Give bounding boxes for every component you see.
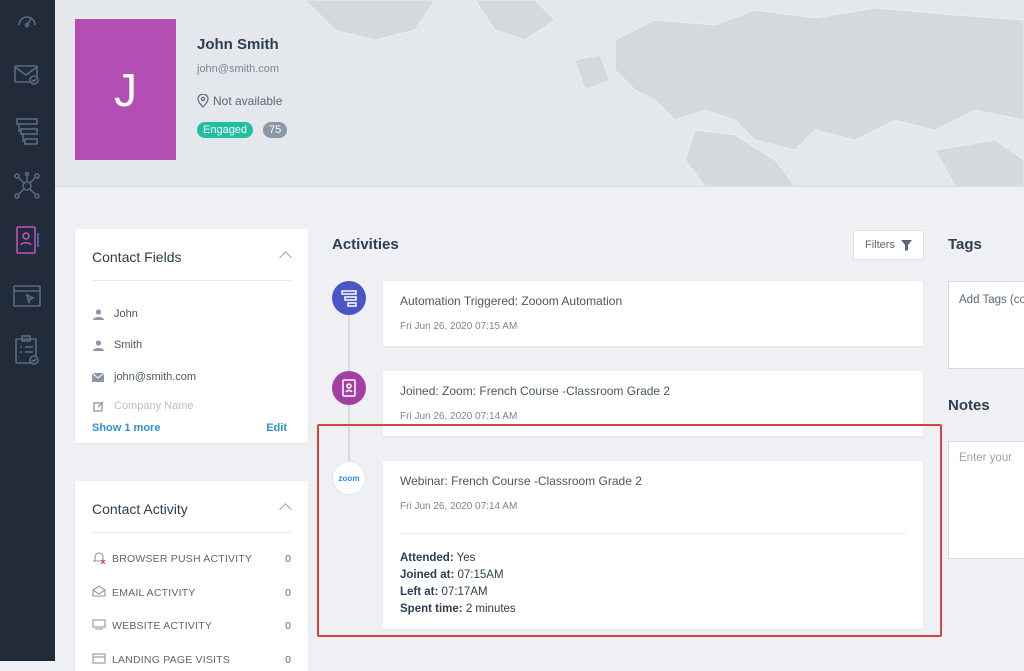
- contact-fields-title: Contact Fields: [92, 249, 182, 265]
- network-icon[interactable]: [12, 171, 42, 201]
- activities-title: Activities: [332, 236, 399, 253]
- browser-icon: [92, 619, 106, 633]
- contact-location: Not available: [197, 94, 282, 108]
- left-line: Left at: 07:17AM: [400, 586, 488, 598]
- dashboard-icon[interactable]: [12, 5, 42, 35]
- edit-icon: [92, 400, 104, 412]
- first-name-field[interactable]: John: [92, 308, 138, 320]
- envelope-icon: [92, 371, 104, 383]
- email-field[interactable]: john@smith.com: [92, 371, 196, 383]
- funnel-icon: [900, 239, 912, 251]
- contact-fields-card: Contact Fields John Smith john@smith.com…: [75, 229, 308, 443]
- automation-dot-icon: [332, 281, 366, 315]
- activity-count: 0: [285, 620, 291, 632]
- show-more-link[interactable]: Show 1 more: [92, 422, 161, 434]
- divider: [400, 533, 906, 534]
- contact-name: John Smith: [197, 36, 279, 53]
- email-activity-row[interactable]: EMAIL ACTIVITY 0: [92, 585, 291, 600]
- email-icon[interactable]: [12, 60, 42, 90]
- last-name-value: Smith: [114, 339, 143, 351]
- attended-line: Attended: Yes: [400, 552, 476, 564]
- activity-title: Joined: Zoom: French Course -Classroom G…: [400, 384, 671, 398]
- score-badge: 75: [263, 122, 288, 138]
- website-activity-row[interactable]: WEBSITE ACTIVITY 0: [92, 619, 291, 633]
- person-icon: [92, 308, 104, 320]
- email-open-icon: [92, 585, 106, 600]
- activity-label: LANDING PAGE VISITS: [112, 654, 230, 666]
- contact-email: john@smith.com: [197, 63, 280, 75]
- landing-page-visits-row[interactable]: LANDING PAGE VISITS 0: [92, 653, 291, 667]
- notes-title: Notes: [948, 397, 990, 414]
- landing-page-icon[interactable]: [12, 281, 42, 311]
- zoom-logo-text: zoom: [338, 473, 360, 483]
- location-pin-icon: [197, 94, 209, 108]
- first-name-value: John: [114, 308, 138, 320]
- company-placeholder: Company Name: [114, 400, 194, 412]
- status-badge: Engaged: [197, 122, 254, 138]
- activity-count: 0: [285, 586, 291, 599]
- profile-header: J John Smith john@smith.com Not availabl…: [55, 0, 1024, 187]
- contact-book-dot-icon: [332, 371, 366, 405]
- activity-label: WEBSITE ACTIVITY: [112, 620, 213, 632]
- filters-button[interactable]: Filters: [853, 230, 924, 260]
- forms-icon[interactable]: [12, 335, 42, 365]
- collapse-chevron-icon[interactable]: [279, 503, 292, 516]
- activity-title: Webinar: French Course -Classroom Grade …: [400, 474, 642, 488]
- activity-count: 0: [285, 654, 291, 666]
- notes-placeholder: Enter your: [959, 452, 1013, 464]
- filters-label: Filters: [865, 239, 895, 251]
- webinar-activity-card[interactable]: Webinar: French Course -Classroom Grade …: [383, 461, 923, 629]
- collapse-chevron-icon[interactable]: [279, 251, 292, 264]
- joined-line: Joined at: 07:15AM: [400, 569, 504, 581]
- world-map-background: [304, 0, 1024, 186]
- highlight-box: [317, 424, 942, 637]
- activity-card[interactable]: Automation Triggered: Zooom Automation F…: [383, 281, 923, 346]
- tags-placeholder: Add Tags (co: [959, 294, 1024, 306]
- divider: [92, 280, 291, 281]
- activity-count: 0: [285, 553, 291, 565]
- sidebar: [0, 0, 55, 661]
- tags-input[interactable]: Add Tags (co: [948, 281, 1024, 369]
- zoom-logo-icon: zoom: [332, 461, 366, 495]
- page-icon: [92, 653, 106, 667]
- notes-input[interactable]: Enter your: [948, 441, 1024, 559]
- edit-link[interactable]: Edit: [266, 422, 287, 434]
- contact-activity-title: Contact Activity: [92, 501, 188, 517]
- last-name-field[interactable]: Smith: [92, 339, 142, 351]
- activity-label: BROWSER PUSH ACTIVITY: [112, 553, 253, 565]
- contacts-icon[interactable]: [12, 225, 42, 255]
- activity-date: Fri Jun 26, 2020 07:14 AM: [400, 501, 518, 512]
- browser-push-activity-row[interactable]: BROWSER PUSH ACTIVITY 0: [92, 551, 291, 567]
- activity-date: Fri Jun 26, 2020 07:14 AM: [400, 411, 518, 422]
- activity-label: EMAIL ACTIVITY: [112, 586, 196, 599]
- activity-title: Automation Triggered: Zooom Automation: [400, 294, 623, 308]
- location-text: Not available: [213, 94, 283, 108]
- automation-icon[interactable]: [12, 116, 42, 146]
- activity-date: Fri Jun 26, 2020 07:15 AM: [400, 321, 518, 332]
- divider: [92, 532, 291, 533]
- avatar: J: [75, 19, 176, 160]
- company-field[interactable]: Company Name: [92, 400, 193, 412]
- webinar-details: Attended: Yes Joined at: 07:15AM Left at…: [400, 550, 516, 618]
- spent-line: Spent time: 2 minutes: [400, 603, 516, 615]
- tags-title: Tags: [948, 236, 982, 253]
- bell-icon: [92, 551, 106, 567]
- email-value: john@smith.com: [114, 371, 197, 383]
- person-icon: [92, 339, 104, 351]
- contact-activity-card: Contact Activity BROWSER PUSH ACTIVITY 0…: [75, 481, 308, 671]
